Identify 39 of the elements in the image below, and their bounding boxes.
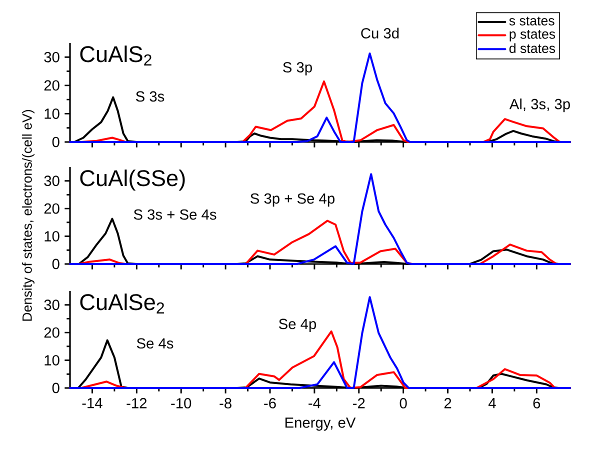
y-tick-label: 10 bbox=[44, 355, 60, 366]
y-tick-label: 10 bbox=[44, 231, 60, 242]
text: Cu 3d bbox=[361, 28, 399, 38]
x-tick-label: -12 bbox=[126, 398, 147, 408]
y-tick-label: 20 bbox=[44, 203, 60, 214]
x-tick-label: 4 bbox=[488, 398, 496, 408]
y-tick-label: 0 bbox=[52, 136, 60, 148]
x-tick-label: -10 bbox=[171, 398, 192, 408]
x-tick-label: -14 bbox=[82, 398, 102, 408]
annotation: S 3p bbox=[283, 62, 312, 76]
x-tick-label: -6 bbox=[264, 398, 276, 408]
y-tick-label: 30 bbox=[44, 52, 60, 62]
annotation: S 3p + Se 4p bbox=[250, 193, 334, 207]
x-tick-label: -4 bbox=[308, 398, 321, 408]
y-tick-label: 0 bbox=[52, 382, 60, 394]
chart-title: CuAlS$_{2}$ bbox=[80, 46, 152, 66]
y-tick-label: 30 bbox=[44, 176, 60, 186]
y-axis-title: Density of states, electrons/(cell eV) bbox=[22, 110, 34, 321]
annotation: S 3s bbox=[136, 91, 164, 102]
annotation: S 3s + Se 4s bbox=[134, 209, 216, 220]
legend-label: p states bbox=[510, 30, 556, 42]
annotation: Al, 3s, 3p bbox=[509, 98, 570, 112]
x-tick-label: 0 bbox=[400, 398, 407, 408]
x-tick-label: 6 bbox=[533, 398, 540, 408]
legend-label: s states bbox=[509, 16, 554, 26]
x-axis-title: Energy, eV bbox=[285, 418, 356, 431]
annotation: Se 4p bbox=[279, 318, 316, 332]
x-tick-label: 2 bbox=[444, 398, 452, 408]
y-tick-label: 20 bbox=[44, 80, 60, 91]
annotation: Se 4s bbox=[136, 338, 174, 349]
y-tick-label: 20 bbox=[44, 327, 60, 338]
chart-title: CuAlSe$_{2}$ bbox=[80, 294, 164, 314]
y-tick-label: 10 bbox=[44, 108, 60, 119]
chart-title: CuAl(SSe) bbox=[80, 170, 185, 191]
x-tick-label: -8 bbox=[220, 398, 232, 408]
y-tick-label: 30 bbox=[44, 300, 60, 310]
x-tick-label: -2 bbox=[353, 398, 365, 408]
y-tick-label: 0 bbox=[52, 258, 60, 270]
legend-label: d states bbox=[509, 43, 556, 54]
